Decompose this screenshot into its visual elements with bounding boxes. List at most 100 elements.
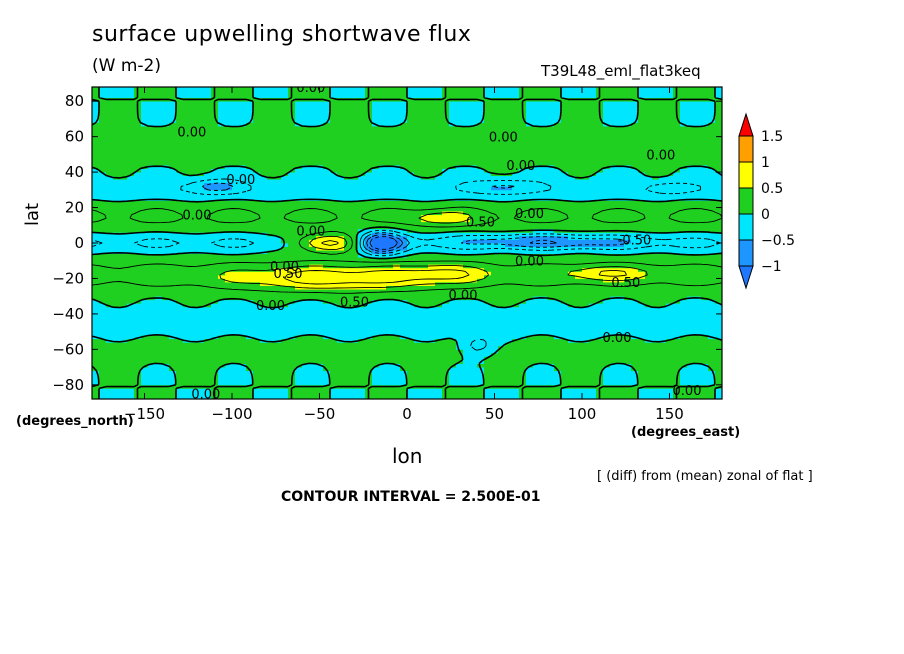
field-cell bbox=[155, 246, 163, 251]
field-cell bbox=[351, 211, 359, 216]
field-cell bbox=[155, 118, 163, 123]
field-cell bbox=[351, 118, 359, 123]
field-cell bbox=[162, 253, 170, 258]
field-cell bbox=[407, 218, 415, 223]
field-cell bbox=[386, 370, 394, 375]
field-cell bbox=[155, 122, 163, 127]
field-cell bbox=[323, 118, 331, 123]
field-cell bbox=[141, 303, 149, 308]
field-cell bbox=[449, 225, 457, 230]
field-cell bbox=[323, 363, 331, 368]
field-cell bbox=[414, 278, 422, 283]
field-cell bbox=[400, 90, 408, 95]
field-cell bbox=[477, 356, 485, 361]
field-cell bbox=[365, 306, 373, 311]
field-cell bbox=[267, 143, 275, 148]
field-cell bbox=[197, 168, 205, 173]
field-cell bbox=[218, 118, 226, 123]
field-cell bbox=[379, 101, 387, 106]
field-cell bbox=[449, 360, 457, 364]
field-cell bbox=[267, 278, 275, 283]
field-cell bbox=[379, 172, 387, 177]
field-cell bbox=[141, 317, 149, 322]
field-cell bbox=[477, 253, 485, 258]
field-cell bbox=[393, 129, 401, 134]
field-cell bbox=[344, 377, 352, 382]
field-cell bbox=[92, 118, 100, 123]
field-cell bbox=[337, 299, 345, 304]
field-cell bbox=[484, 374, 492, 379]
field-cell bbox=[99, 345, 107, 350]
field-cell bbox=[106, 257, 114, 262]
field-cell bbox=[302, 367, 310, 372]
field-cell bbox=[148, 274, 156, 279]
field-cell bbox=[449, 157, 457, 162]
field-cell bbox=[372, 260, 380, 265]
field-cell bbox=[428, 161, 436, 166]
field-cell bbox=[106, 306, 114, 311]
field-cell bbox=[148, 154, 156, 159]
field-cell bbox=[435, 260, 443, 265]
field-cell bbox=[197, 87, 205, 91]
field-cell bbox=[218, 189, 226, 194]
field-cell bbox=[330, 356, 338, 361]
field-cell bbox=[414, 282, 422, 286]
field-cell bbox=[316, 285, 324, 290]
field-cell bbox=[155, 377, 163, 382]
field-cell bbox=[183, 352, 191, 357]
field-cell bbox=[274, 289, 282, 294]
field-cell bbox=[232, 367, 240, 372]
field-cell bbox=[120, 388, 128, 393]
field-cell bbox=[421, 260, 429, 265]
field-cell bbox=[218, 243, 226, 247]
field-cell bbox=[274, 388, 282, 393]
field-cell bbox=[344, 246, 352, 251]
field-cell bbox=[316, 289, 324, 294]
field-cell bbox=[407, 143, 415, 148]
field-cell bbox=[470, 356, 478, 361]
field-cell bbox=[288, 303, 296, 308]
field-cell bbox=[134, 360, 142, 364]
field-cell bbox=[155, 274, 163, 279]
field-cell bbox=[253, 328, 261, 333]
field-cell bbox=[99, 161, 107, 166]
field-cell bbox=[442, 218, 450, 223]
field-cell bbox=[302, 133, 310, 138]
field-cell bbox=[127, 129, 135, 134]
field-cell bbox=[148, 253, 156, 258]
field-cell bbox=[351, 321, 359, 325]
field-cell bbox=[204, 189, 212, 194]
field-cell bbox=[414, 90, 422, 95]
field-cell bbox=[190, 196, 198, 201]
field-cell bbox=[442, 232, 450, 237]
field-cell bbox=[351, 143, 359, 148]
field-cell bbox=[379, 395, 387, 399]
field-cell bbox=[344, 328, 352, 333]
field-cell bbox=[386, 143, 394, 148]
field-cell bbox=[323, 168, 331, 173]
field-cell bbox=[225, 352, 233, 357]
field-cell bbox=[428, 101, 436, 106]
field-cell bbox=[274, 282, 282, 286]
field-cell bbox=[232, 317, 240, 322]
field-cell bbox=[351, 271, 359, 276]
field-cell bbox=[463, 250, 471, 255]
field-cell bbox=[218, 200, 226, 205]
field-cell bbox=[330, 232, 338, 237]
field-cell bbox=[477, 246, 485, 251]
field-cell bbox=[190, 299, 198, 304]
field-cell bbox=[169, 324, 177, 329]
field-cell bbox=[253, 200, 261, 205]
field-cell bbox=[162, 87, 170, 91]
field-cell bbox=[344, 165, 352, 169]
field-cell bbox=[330, 157, 338, 162]
field-cell bbox=[477, 257, 485, 262]
field-cell bbox=[449, 299, 457, 304]
field-cell bbox=[330, 200, 338, 205]
field-cell bbox=[260, 342, 268, 347]
field-cell bbox=[232, 189, 240, 194]
field-cell bbox=[106, 115, 114, 120]
field-cell bbox=[316, 200, 324, 205]
field-cell bbox=[92, 136, 100, 141]
field-cell bbox=[351, 111, 359, 116]
